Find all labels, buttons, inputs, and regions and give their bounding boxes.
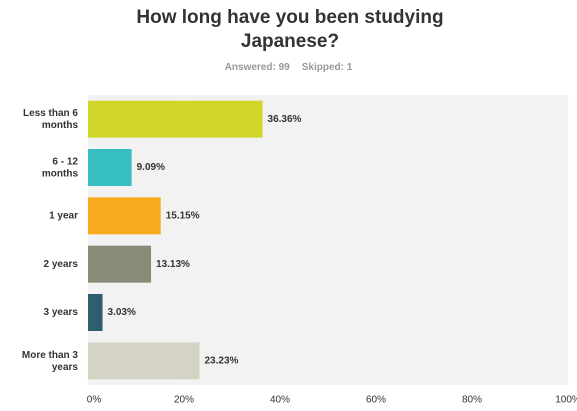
bar <box>88 294 103 331</box>
x-tick-label: 40% <box>270 395 290 406</box>
x-tick-label: 80% <box>462 395 482 406</box>
y-tick-label: 3 years <box>44 307 79 318</box>
y-tick-label: Less than 6 months <box>23 108 78 131</box>
value-label: 36.36% <box>268 114 302 125</box>
x-tick-label: 100% <box>555 395 577 406</box>
y-tick-label: 2 years <box>44 259 79 270</box>
y-tick-label: More than 3 years <box>22 349 79 372</box>
value-label: 23.23% <box>205 355 239 366</box>
x-tick-label: 60% <box>366 395 386 406</box>
x-tick-label: 0% <box>87 395 102 406</box>
x-tick-label: 20% <box>174 395 194 406</box>
bar <box>88 100 263 138</box>
bar <box>88 245 152 283</box>
value-label: 15.15% <box>166 210 200 221</box>
subtitle: Answered: 99 Skipped: 1 <box>0 62 577 73</box>
chart-title: How long have you been studying Japanese… <box>136 7 444 52</box>
bar <box>88 197 161 235</box>
y-tick-label: 1 year <box>49 210 78 221</box>
plot-area <box>88 95 568 385</box>
skipped: Skipped: 1 <box>301 62 353 73</box>
value-label: 13.13% <box>156 259 190 270</box>
value-label: 9.09% <box>137 162 165 173</box>
value-label: 3.03% <box>108 307 136 318</box>
bar <box>88 149 132 186</box>
answered: Answered: 99 <box>224 62 290 73</box>
bar <box>88 342 200 380</box>
y-tick-label: 6 - 12 months <box>42 156 79 179</box>
